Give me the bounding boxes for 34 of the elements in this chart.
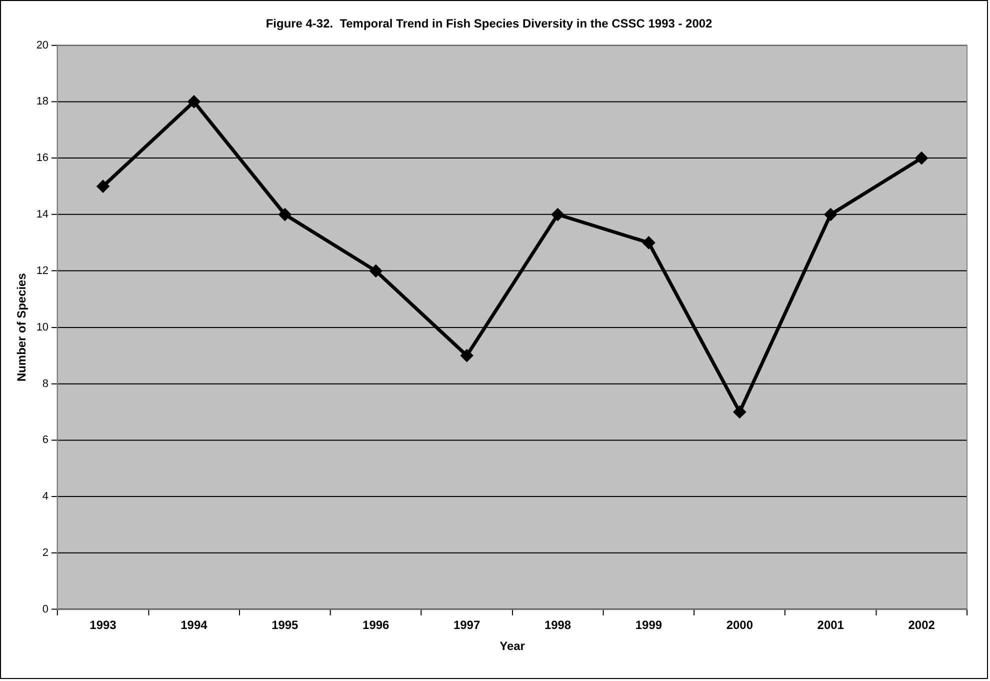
y-tick-label: 18 bbox=[36, 96, 49, 108]
point bbox=[460, 349, 474, 362]
point bbox=[642, 236, 656, 250]
point bbox=[369, 264, 382, 278]
y-tick-label: 12 bbox=[36, 264, 49, 277]
y-tick-label: 8 bbox=[42, 378, 49, 390]
y-tick-label: 6 bbox=[42, 434, 49, 446]
point bbox=[915, 152, 928, 165]
x-tick-label: 2002 bbox=[908, 618, 936, 632]
point bbox=[278, 208, 292, 221]
point bbox=[187, 95, 200, 108]
x-tick-label: 2000 bbox=[726, 618, 754, 632]
y-tick-label: 14 bbox=[36, 208, 49, 221]
y-tick-label: 10 bbox=[36, 321, 49, 334]
x-tick-label: 2001 bbox=[817, 618, 844, 632]
y-tick-label: 16 bbox=[36, 152, 49, 164]
point bbox=[733, 405, 746, 418]
chart-title: Figure 4-32. Temporal Trend in Fish Species Diversity in the CSSC 1993 - 2002 bbox=[266, 16, 713, 30]
x-tick-label: 1997 bbox=[453, 618, 480, 632]
y-tick-label: 4 bbox=[42, 490, 49, 503]
x-tick-label: 1998 bbox=[544, 618, 572, 632]
y-tick-label: 0 bbox=[42, 603, 49, 616]
x-tick-label: 1993 bbox=[90, 618, 117, 632]
x-tick-label: 1994 bbox=[180, 618, 208, 632]
x-tick-label: 1996 bbox=[362, 618, 390, 632]
point bbox=[824, 208, 838, 221]
point bbox=[96, 180, 110, 193]
y-axis-title: Number of Species bbox=[14, 272, 28, 382]
y-tick-label: 2 bbox=[42, 547, 49, 560]
y-tick-label: 20 bbox=[36, 39, 49, 52]
x-axis-title: Year bbox=[500, 639, 526, 654]
point bbox=[551, 208, 564, 221]
x-tick-label: 1999 bbox=[635, 618, 662, 632]
x-tick-label: 1995 bbox=[272, 618, 299, 632]
